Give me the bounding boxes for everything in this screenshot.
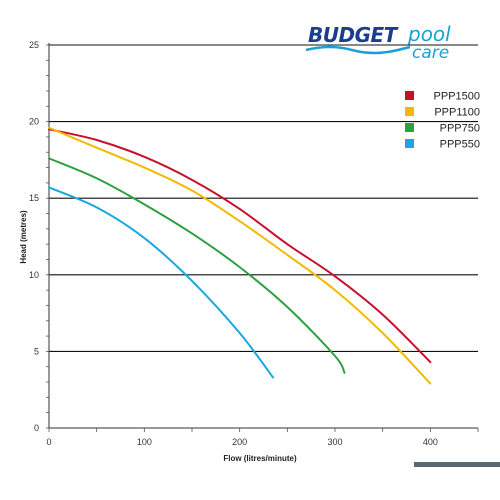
legend: PPP1500 PPP1100 PPP750 PPP550: [405, 91, 480, 151]
x-tick-label: 0: [46, 437, 51, 447]
series-line-ppp1500: [48, 128, 432, 364]
x-tick-label: 200: [232, 437, 247, 447]
y-tick-label: 15: [29, 193, 39, 203]
x-tick-label: 100: [137, 437, 152, 447]
series-layer: [48, 126, 432, 385]
series-line-ppp1100: [48, 126, 432, 385]
y-tick-label: 10: [29, 270, 39, 280]
y-axis-title: Head (metres): [19, 210, 28, 264]
series-line-ppp550: [48, 186, 275, 379]
y-tick-label: 0: [34, 423, 39, 433]
logo-brand-main: BUDGET: [308, 23, 399, 47]
y-tick-label: 25: [29, 40, 39, 50]
legend-swatch-ppp750: [405, 123, 414, 132]
legend-swatch-ppp1500: [405, 91, 414, 100]
axis-layer: 0 5 10 15 20 25 0 100 200 300 400: [29, 40, 479, 447]
logo-brand-sub: pool: [407, 22, 451, 46]
legend-label-ppp1100: PPP1100: [434, 107, 480, 119]
grid-layer: [49, 44, 478, 352]
legend-label-ppp750: PPP750: [440, 123, 480, 135]
x-tick-label: 300: [327, 437, 342, 447]
y-tick-label: 5: [34, 346, 39, 356]
legend-label-ppp1500: PPP1500: [434, 91, 480, 103]
logo-wave-icon: [305, 45, 411, 55]
logo: BUDGET pool care: [305, 22, 451, 63]
logo-brand-sub2: care: [412, 43, 449, 63]
legend-swatch-ppp1100: [405, 107, 414, 116]
y-tick-label: 20: [29, 117, 39, 127]
legend-label-ppp550: PPP550: [440, 139, 480, 151]
x-axis-title: Flow (litres/minute): [223, 454, 297, 463]
corner-decoration-bar: [414, 462, 500, 467]
x-tick-label: 400: [423, 437, 438, 447]
series-line-ppp750: [48, 157, 346, 374]
legend-swatch-ppp550: [405, 139, 414, 148]
